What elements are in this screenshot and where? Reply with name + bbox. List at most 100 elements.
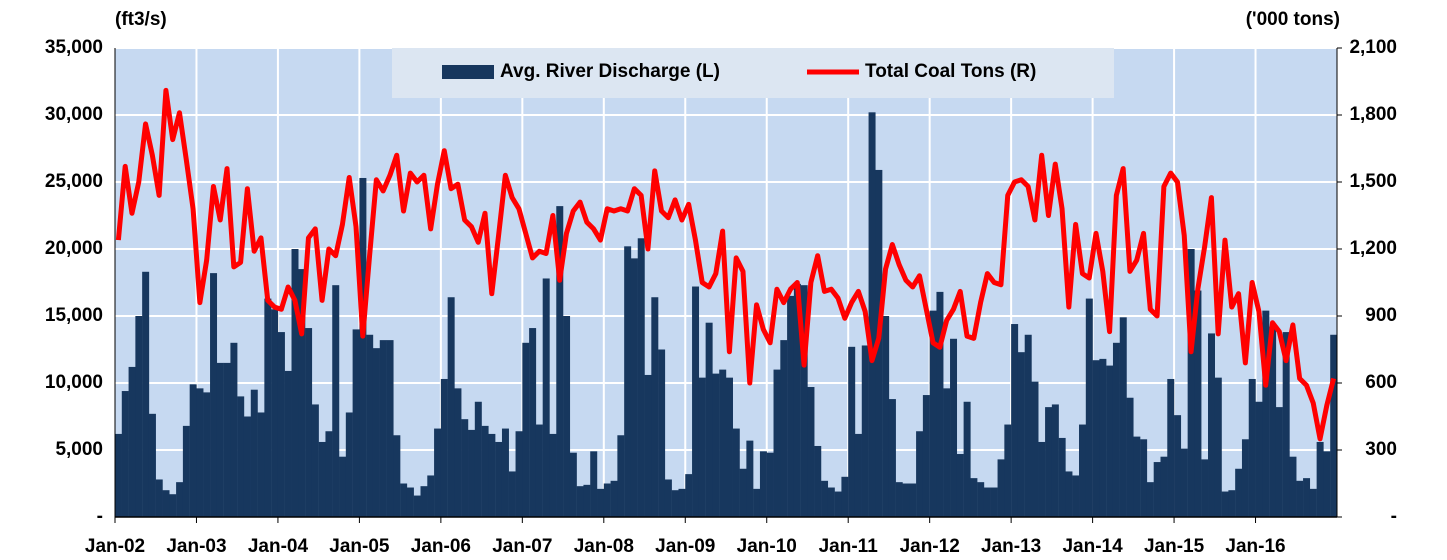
bar bbox=[1208, 333, 1215, 517]
x-tick-label: Jan-06 bbox=[411, 536, 471, 557]
bar bbox=[922, 395, 930, 517]
bar bbox=[230, 342, 238, 517]
bar bbox=[603, 483, 611, 517]
x-tick-label: Jan-05 bbox=[329, 536, 390, 557]
bar bbox=[359, 177, 367, 518]
bar bbox=[1262, 310, 1270, 517]
x-tick-label: Jan-13 bbox=[981, 536, 1041, 557]
bar bbox=[210, 273, 218, 517]
bar bbox=[1235, 468, 1243, 517]
bar bbox=[121, 391, 129, 517]
y2-tick-label: 1,800 bbox=[1349, 104, 1397, 125]
bar bbox=[1119, 317, 1127, 517]
bar bbox=[1051, 404, 1059, 517]
bar bbox=[569, 452, 577, 517]
bar bbox=[1167, 378, 1175, 517]
bar bbox=[848, 346, 856, 517]
y-tick-label: 15,000 bbox=[45, 305, 103, 326]
bar bbox=[508, 471, 516, 517]
bar bbox=[1214, 377, 1222, 517]
bar bbox=[522, 342, 530, 517]
bar bbox=[963, 401, 971, 517]
bar bbox=[719, 369, 727, 517]
bar bbox=[1221, 491, 1229, 517]
bar bbox=[447, 297, 455, 517]
y2-tick-label: 300 bbox=[1365, 439, 1397, 460]
bar bbox=[909, 483, 917, 517]
bar bbox=[1072, 475, 1080, 517]
bar bbox=[1065, 471, 1073, 517]
legend-label: Avg. River Discharge (L) bbox=[500, 61, 720, 82]
bar bbox=[1017, 352, 1025, 517]
bar bbox=[434, 428, 442, 517]
bar bbox=[658, 349, 666, 517]
bar bbox=[481, 425, 489, 517]
bar bbox=[773, 369, 781, 517]
y2-tick-label: 900 bbox=[1365, 305, 1397, 326]
bar bbox=[488, 433, 496, 517]
y-tick-label: 5,000 bbox=[55, 439, 103, 460]
bar bbox=[1140, 439, 1148, 517]
bar bbox=[495, 441, 503, 517]
bar bbox=[474, 401, 482, 517]
y2-tick-label: 1,200 bbox=[1349, 238, 1397, 259]
x-tick-label: Jan-08 bbox=[574, 536, 634, 557]
bar bbox=[841, 476, 849, 517]
bar bbox=[264, 298, 272, 517]
y2-axis-title: ('000 tons) bbox=[1246, 9, 1340, 30]
bar bbox=[128, 366, 136, 517]
bar bbox=[468, 429, 476, 517]
bar bbox=[223, 362, 231, 517]
bar bbox=[854, 433, 862, 517]
bar bbox=[148, 413, 156, 517]
x-tick-label: Jan-16 bbox=[1225, 536, 1285, 557]
line bbox=[115, 87, 1337, 442]
bar bbox=[1330, 334, 1338, 517]
bar bbox=[1248, 378, 1256, 517]
y-tick-label: 35,000 bbox=[45, 37, 103, 58]
y2-tick-label: 2,100 bbox=[1349, 37, 1397, 58]
bar bbox=[203, 392, 211, 517]
bar bbox=[379, 340, 387, 517]
bar bbox=[1316, 441, 1324, 517]
bar bbox=[352, 329, 360, 517]
bar bbox=[182, 425, 190, 517]
bar bbox=[501, 428, 509, 517]
bar bbox=[997, 459, 1005, 517]
y-axis-title: (ft3/s) bbox=[115, 9, 167, 30]
bar bbox=[1099, 358, 1107, 517]
bar bbox=[977, 482, 985, 517]
bar bbox=[440, 378, 448, 517]
bar bbox=[1296, 480, 1304, 517]
bar bbox=[1011, 324, 1019, 517]
bar bbox=[1309, 488, 1317, 517]
bar bbox=[583, 484, 591, 517]
bar bbox=[277, 332, 285, 517]
bar bbox=[861, 345, 869, 517]
bar bbox=[1153, 462, 1161, 517]
bar bbox=[705, 322, 713, 517]
bar bbox=[759, 451, 767, 517]
bar bbox=[1160, 456, 1168, 517]
bar bbox=[1112, 342, 1120, 517]
bar bbox=[400, 483, 408, 517]
bar bbox=[637, 238, 645, 517]
bar bbox=[617, 435, 625, 517]
bar bbox=[291, 249, 299, 517]
bar bbox=[393, 435, 401, 517]
bar bbox=[115, 433, 122, 517]
bar bbox=[1241, 439, 1249, 517]
bar bbox=[162, 490, 170, 517]
bar bbox=[1303, 478, 1311, 517]
bar bbox=[766, 452, 774, 517]
bar bbox=[1269, 326, 1277, 517]
bar bbox=[413, 495, 421, 517]
bar bbox=[216, 362, 224, 517]
bar bbox=[135, 316, 143, 517]
y2-tick-label: - bbox=[1391, 506, 1397, 527]
bar bbox=[311, 404, 319, 517]
x-tick-label: Jan-09 bbox=[655, 536, 715, 557]
x-tick-label: Jan-10 bbox=[737, 536, 797, 557]
bar bbox=[535, 424, 543, 517]
bar bbox=[427, 475, 435, 517]
